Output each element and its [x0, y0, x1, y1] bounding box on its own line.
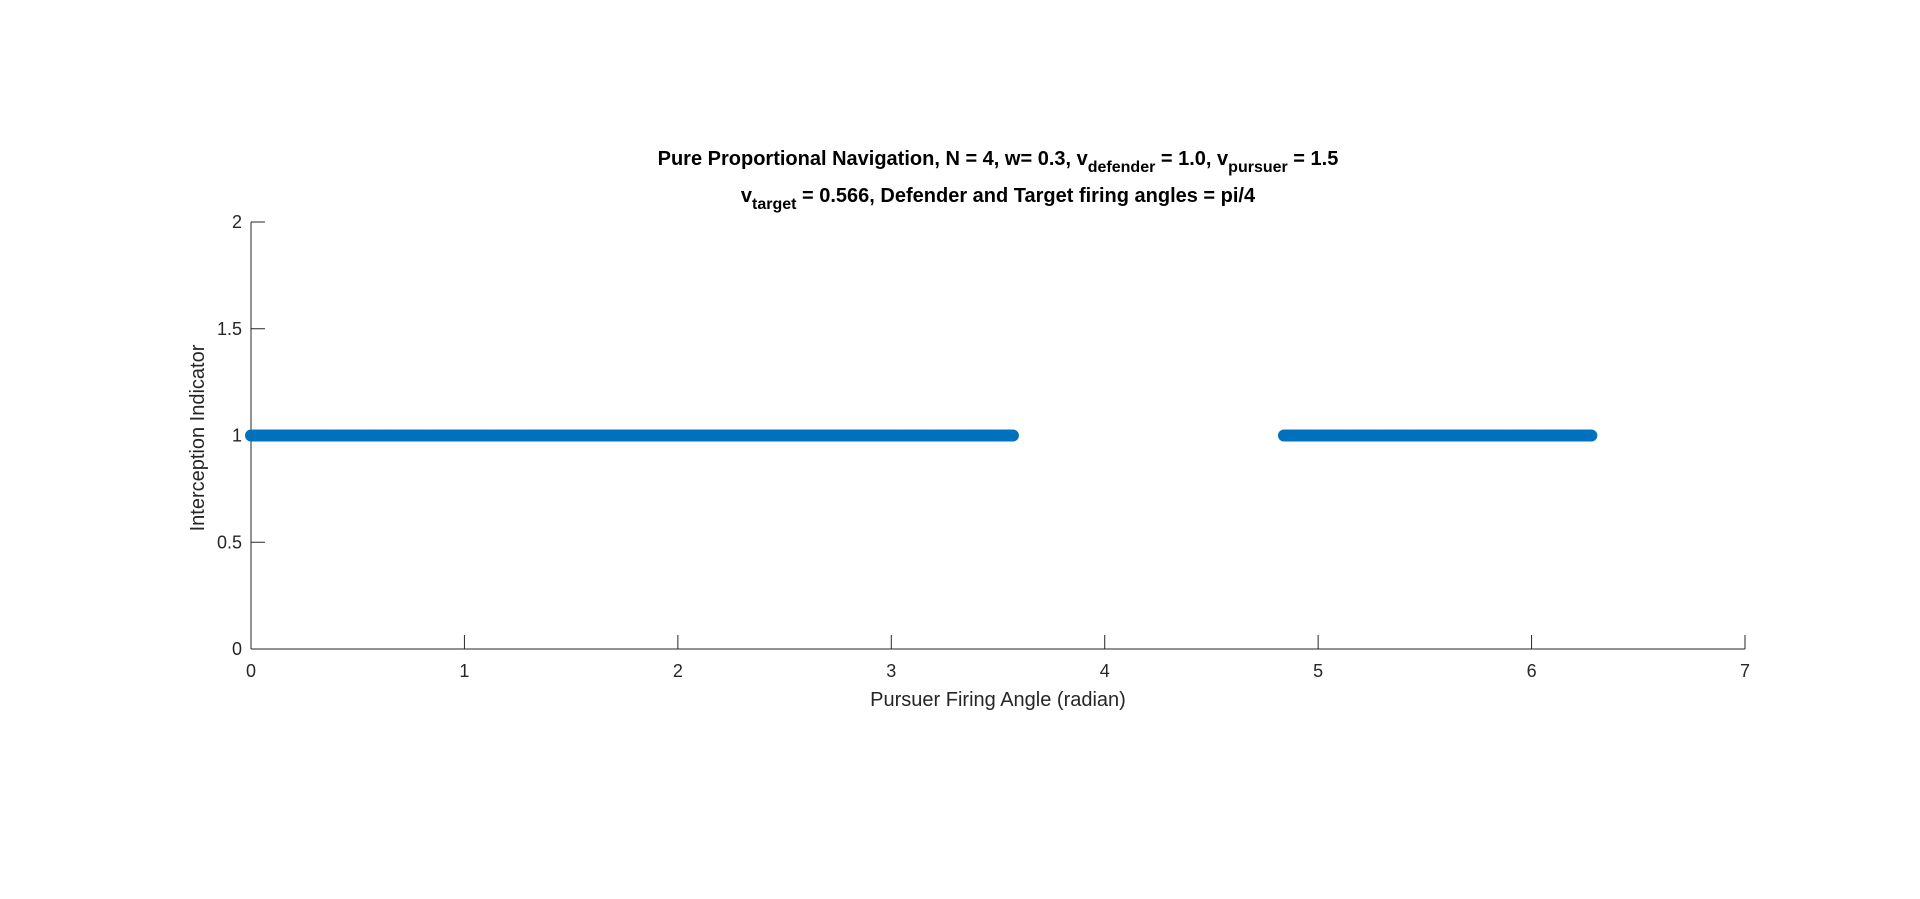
y-tick-label: 2 [232, 212, 242, 232]
title-line-2-sub-target: target [752, 196, 797, 213]
chart-title-line-2: vtarget = 0.566, Defender and Target fir… [741, 185, 1256, 213]
data-point [1006, 429, 1019, 442]
y-axis-label: Interception Indicator [187, 344, 209, 531]
x-tick-label: 5 [1313, 661, 1323, 681]
data-point [1585, 429, 1598, 442]
x-tick-label: 3 [886, 661, 896, 681]
y-tick-label: 0.5 [217, 532, 242, 552]
title-line-1-main: Pure Proportional Navigation, N = 4, w= … [658, 148, 1089, 170]
title-line-1-mid: = 1.0, v [1155, 148, 1229, 170]
title-line-1-sub-defender: defender [1088, 159, 1156, 176]
y-tick-label: 1.5 [217, 319, 242, 339]
chart-title-line-1: Pure Proportional Navigation, N = 4, w= … [658, 148, 1339, 176]
x-tick-label: 4 [1100, 661, 1110, 681]
x-tick-label: 7 [1740, 661, 1750, 681]
data-layer [245, 429, 1598, 442]
x-tick-label: 2 [673, 661, 683, 681]
y-tick-label: 1 [232, 426, 242, 446]
x-axis-label: Pursuer Firing Angle (radian) [870, 689, 1126, 711]
title-line-2-end: = 0.566, Defender and Target firing angl… [796, 185, 1256, 207]
plot-axes: 0 1 2 3 4 5 6 7 0 0.5 1 1.5 2 [217, 212, 1750, 681]
title-line-1-end: = 1.5 [1288, 148, 1339, 170]
title-line-1-sub-pursuer: pursuer [1228, 159, 1288, 176]
title-line-2-main: v [741, 185, 753, 207]
x-tick-label: 0 [246, 661, 256, 681]
y-tick-label: 0 [232, 639, 242, 659]
x-tick-label: 1 [459, 661, 469, 681]
x-tick-label: 6 [1527, 661, 1537, 681]
